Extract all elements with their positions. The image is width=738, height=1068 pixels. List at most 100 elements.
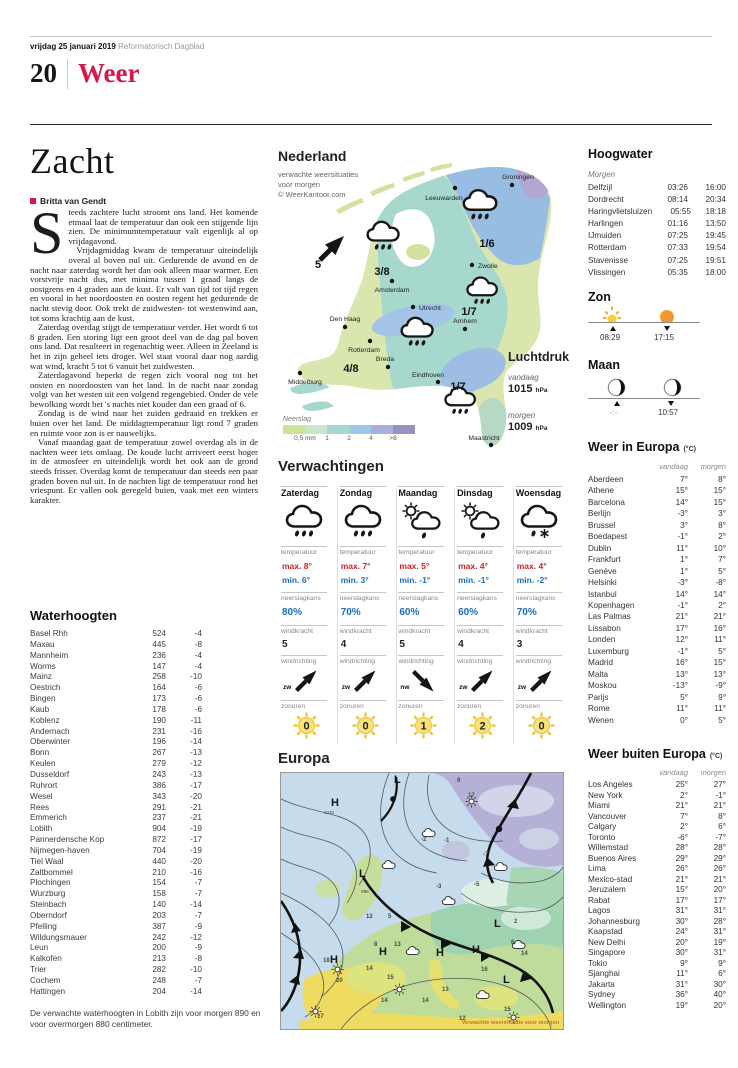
waterhoogten-row: Rees 291 -21 (30, 802, 202, 812)
map-reading: 1/7 (461, 306, 476, 318)
wind-direction-icon (469, 668, 495, 694)
dropcap: S (30, 200, 64, 266)
dateline: vrijdag 25 januari 2019 Reformatorisch D… (30, 42, 204, 51)
europa-row: Berlijn -3° 3° (588, 509, 726, 519)
waterhoogten-row: Oberndorf 203 -7 (30, 910, 202, 920)
paper-name: Reformatorisch Dagblad (118, 42, 205, 51)
precipitation-legend: Neerslag 0,5 mm 1 2 4 >8 (283, 416, 423, 443)
low-pressure-label: L (503, 974, 510, 986)
svg-text:-2: -2 (421, 837, 427, 843)
buiten-europa-row: Jakarta 31° 30° (588, 979, 726, 989)
day-name: Woensdag (515, 488, 562, 498)
moon-horizon-line (588, 398, 700, 400)
italy (429, 959, 460, 1010)
buiten-europa-row: Kaapstad 24° 31° (588, 927, 726, 936)
city-label: Rotterdam (348, 347, 380, 354)
weer-buiten-europa-title: Weer buiten Europa (°C) (588, 747, 723, 761)
zon-title: Zon (588, 290, 611, 304)
waterhoogten-note: De verwachte waterhoogten in Lobith zijn… (30, 1008, 261, 1029)
hoogwater-row: Harlingen 01:16 13:50 (588, 219, 726, 229)
buiten-europa-table: Los Angeles 25° 27° New York 2° -1° Miam… (588, 780, 726, 1011)
temperatuur-label: temperatuur (398, 549, 435, 556)
waterhoogten-row: Cochem 248 -7 (30, 976, 202, 985)
buiten-europa-row: Buenos Aires 29° 29° (588, 853, 726, 863)
isobar-value: 1020 (324, 810, 335, 815)
temperatuur-label: temperatuur (457, 549, 494, 556)
svg-text:-1: -1 (444, 838, 450, 844)
waterhoogten-row: Nijmegen-haven 704 -19 (30, 845, 202, 855)
masthead-divider (67, 58, 68, 89)
wind-force: 5 (282, 639, 288, 650)
europa-row: Helsinki -3° -8° (588, 578, 726, 588)
wind-force: 4 (458, 639, 464, 650)
wind-direction-label: nw (400, 684, 410, 691)
snow-region (461, 879, 521, 907)
rain-chance: 70% (340, 607, 361, 618)
forecast-day-card: Zondag temperatuur max. 7° min. 3° neers… (339, 486, 397, 744)
sunrise-arrow-icon (610, 326, 616, 331)
britain (342, 854, 383, 921)
europa-row: Las Palmas 21° 21° (588, 612, 726, 622)
hoogwater-row: Haringvlietsluizen 05:55 18:18 (588, 207, 726, 217)
hoogwater-subtitle: Morgen (588, 170, 616, 179)
weather-icon (400, 502, 444, 540)
low-pressure-label: L (394, 774, 401, 786)
buiten-europa-row: New York 2° -1° (588, 790, 726, 800)
wind-direction-label: zw (283, 684, 292, 691)
hoogwater-table: Delfzijl 03:26 16:00 Dordrecht 08:14 20:… (588, 182, 726, 279)
zeeland-islands (290, 382, 334, 411)
city-label: Groningen (502, 174, 534, 181)
waterhoogten-row: Koblenz 190 -11 (30, 715, 202, 725)
max-temp: max. 4° (458, 561, 488, 571)
waterhoogten-row: Mannheim 236 -4 (30, 650, 202, 660)
day-name: Maandag (398, 488, 438, 498)
paragraph: Vrijdagmiddag kwam de temperatuur uitein… (30, 245, 258, 323)
wadden-islands (336, 163, 452, 214)
zonuren-label: zonuren (339, 703, 364, 710)
svg-text:13: 13 (442, 987, 449, 993)
windkracht-label: windkracht (515, 628, 548, 635)
wind-force: 3 (516, 639, 523, 650)
neerslagkans-label: neerslagkans (398, 595, 439, 602)
wind-direction-icon (293, 668, 319, 694)
moonrise-arrow-icon (614, 401, 620, 406)
zonuren-label: zonuren (281, 703, 306, 710)
waterhoogten-row: Andernach 231 -16 (30, 726, 202, 736)
wind-direction-icon (410, 668, 436, 694)
wind-force-label: 5 (315, 259, 321, 271)
netherlands-weather-map: 5 1/6 3/8 1/7 4/8 1/7 Leeuwarden Groning… (288, 163, 552, 448)
waterhoogten-row: Lobith 904 -19 (30, 824, 202, 834)
europa-table: Aberdeen 7° 8° Athene 15° 15° Barcelona … (588, 474, 726, 726)
europa-row: Malta 13° 13° (588, 669, 726, 679)
city-label: Maastricht (468, 435, 499, 442)
luchtdruk-today-value: 1015 hPa (508, 383, 548, 395)
low-pressure-label: L (494, 918, 501, 930)
buiten-europa-row: Rabat 17° 17° (588, 895, 726, 905)
isobars (281, 773, 563, 1029)
legend-ticks: 0,5 mm 1 2 4 >8 (294, 435, 397, 442)
windrichting-label: windrichting (515, 658, 552, 665)
day-name: Dinsdag (457, 488, 493, 498)
air-pressure-block: Luchtdruk vandaag 1015 hPa morgen 1009 h… (508, 350, 570, 433)
moonrise-time: -:- (610, 408, 618, 417)
legend-swatch (349, 425, 371, 434)
city-dots (297, 182, 515, 448)
low-pressure-label: L (359, 868, 366, 880)
waterhoogten-title: Waterhoogten (30, 608, 117, 623)
map-temperatures: 9 17 -2 -1 -7 -3 -5 12 5 2 8 13 6 18 14 … (317, 778, 528, 1022)
wind-force: 5 (399, 639, 405, 650)
sun-hours-icon: 0 (352, 712, 379, 739)
svg-text:-7: -7 (483, 852, 489, 858)
svg-text:-5: -5 (474, 882, 480, 888)
wind-direction-label: zw (341, 684, 350, 691)
luchtdruk-today-label: vandaag (508, 373, 539, 382)
city-label: Amsterdam (375, 287, 410, 294)
svg-text:17: 17 (468, 793, 475, 799)
svg-text:6: 6 (511, 940, 515, 946)
rain-chance: 80% (282, 607, 303, 618)
snow-region (519, 828, 559, 850)
europa-row: Lissabon 17° 16° (588, 623, 726, 633)
sun-hours-icon: 2 (469, 712, 496, 739)
